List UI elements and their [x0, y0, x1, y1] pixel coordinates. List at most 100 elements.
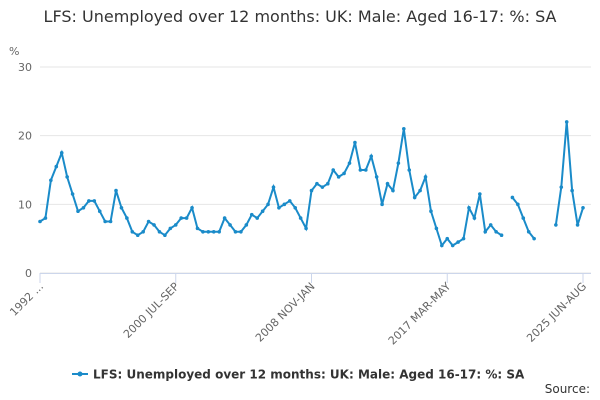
point [130, 230, 135, 234]
point [43, 216, 48, 220]
point [266, 202, 270, 207]
y-tick-label: 20 [18, 130, 32, 143]
point [249, 212, 254, 217]
source: Source: [545, 382, 590, 396]
point [228, 223, 232, 227]
point [325, 181, 330, 186]
point [364, 168, 368, 172]
point [391, 188, 395, 193]
point [467, 205, 471, 210]
point [125, 216, 129, 220]
point [581, 205, 585, 210]
point [412, 195, 417, 200]
point [320, 185, 325, 189]
point [217, 230, 221, 234]
point [179, 216, 183, 220]
point [54, 164, 59, 169]
point [76, 209, 80, 213]
point [255, 216, 259, 220]
point [222, 216, 227, 220]
point [304, 226, 308, 231]
point [494, 230, 498, 234]
point [201, 230, 205, 234]
point [374, 175, 379, 179]
point [407, 168, 412, 172]
point [146, 219, 151, 224]
point [152, 223, 156, 227]
point [59, 151, 64, 155]
point [233, 230, 238, 234]
point [472, 216, 477, 220]
series-line [39, 121, 584, 248]
y-tick-label: 10 [18, 198, 32, 211]
point [488, 223, 493, 227]
point [239, 230, 243, 234]
point [456, 240, 460, 244]
point [190, 205, 194, 210]
point [385, 181, 390, 186]
point [211, 230, 216, 234]
legend-label: LFS: Unemployed over 12 months: UK: Male… [93, 368, 525, 382]
point [184, 216, 189, 220]
point [157, 230, 162, 234]
point [195, 226, 200, 231]
point [163, 233, 167, 238]
y-tick-label: 0 [25, 267, 32, 280]
point [70, 192, 75, 196]
x-tick-label: 2017 MAR-MAY [386, 280, 454, 348]
point [287, 199, 292, 203]
point [434, 226, 439, 231]
point [108, 219, 113, 224]
point [315, 181, 319, 186]
point [554, 223, 558, 227]
point [282, 202, 287, 207]
point [358, 168, 363, 172]
x-tick-label: 1992 ... [7, 280, 46, 319]
point [336, 175, 341, 179]
point [173, 223, 178, 227]
point [206, 230, 211, 234]
point [114, 188, 118, 193]
point [141, 230, 145, 234]
point [277, 205, 281, 210]
point [260, 209, 265, 213]
point [478, 192, 482, 196]
point [65, 175, 69, 179]
chart-title: LFS: Unemployed over 12 months: UK: Male… [43, 7, 557, 26]
point [293, 205, 298, 210]
point [526, 230, 531, 234]
point [49, 178, 53, 183]
point [353, 140, 357, 145]
point [499, 233, 504, 238]
point [396, 161, 401, 165]
point [244, 223, 249, 227]
point [168, 226, 173, 231]
point [97, 209, 102, 213]
x-tick-label: 2008 NOV-JAN [253, 280, 318, 345]
point [402, 127, 406, 131]
point [429, 209, 433, 213]
point [483, 230, 488, 234]
point [445, 236, 450, 241]
point [298, 216, 303, 220]
point [271, 185, 276, 189]
point [418, 188, 422, 193]
point [532, 236, 536, 241]
point [309, 188, 314, 193]
point [440, 243, 444, 248]
point [92, 199, 97, 203]
point [423, 175, 428, 179]
point [81, 205, 86, 210]
point [510, 195, 515, 200]
point [521, 216, 526, 220]
point [87, 199, 91, 203]
point [380, 202, 384, 207]
y-unit: % [9, 45, 19, 58]
point [450, 243, 455, 248]
point [575, 223, 580, 227]
point [461, 236, 466, 241]
point [119, 205, 124, 210]
point [103, 219, 107, 224]
